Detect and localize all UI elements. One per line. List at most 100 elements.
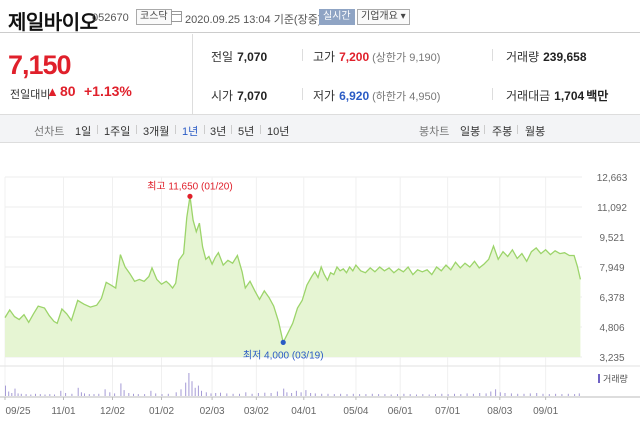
- volume-bar: [251, 393, 253, 396]
- x-tick-label: 08/03: [487, 406, 512, 417]
- range-1d[interactable]: 1일: [75, 126, 92, 138]
- candle-daily[interactable]: 일봉: [460, 126, 481, 138]
- volume-bar: [416, 394, 417, 396]
- volume-bar: [435, 394, 436, 396]
- change-value: 80: [60, 83, 76, 99]
- volume-bar: [150, 390, 152, 396]
- volume-bar: [283, 388, 285, 396]
- volume-bar: [185, 382, 187, 396]
- candle-monthly[interactable]: 월봉: [525, 126, 546, 138]
- candle-chart-label: 봉차트: [419, 126, 450, 138]
- extreme-markers: 최고 11,650 (01/20) 최저 4,000 (03/19): [147, 180, 323, 361]
- range-5y[interactable]: 5년: [238, 126, 255, 138]
- volume-bar: [397, 394, 398, 396]
- volume-bar: [321, 393, 323, 396]
- min-annotation: 최저 4,000 (03/19): [243, 349, 324, 361]
- x-tick-label: 12/02: [100, 406, 125, 417]
- volume-bar: [371, 393, 373, 396]
- stat-label: 저가: [313, 89, 336, 103]
- volume-bar: [567, 393, 569, 396]
- stat-prev-close: 전일 7,070: [211, 48, 267, 65]
- y-tick-label: 7,949: [599, 263, 624, 274]
- lower-limit: (하한가 4,950): [372, 91, 441, 103]
- max-point-marker: [187, 193, 193, 199]
- volume-bar: [485, 393, 487, 396]
- company-overview-dropdown[interactable]: 기업개요 ▾: [357, 9, 410, 25]
- divider: [260, 125, 261, 134]
- up-arrow-icon: ▲: [46, 84, 59, 99]
- volume-bar: [340, 393, 342, 396]
- max-annotation: 최고 11,650 (01/20): [147, 180, 233, 192]
- volume-bar: [104, 389, 106, 396]
- volume-bar: [30, 394, 32, 396]
- volume-bar: [137, 394, 139, 396]
- volume-bar: [346, 394, 348, 396]
- volume-bar: [466, 393, 468, 396]
- price-summary: 7,150 전일대비 ▲ 80 +1.13%: [0, 34, 193, 114]
- volume-bar: [144, 394, 146, 396]
- range-10y[interactable]: 10년: [267, 126, 290, 138]
- volume-bar: [359, 394, 361, 396]
- y-tick-label: 3,235: [599, 353, 624, 364]
- y-tick-label: 9,521: [599, 233, 624, 244]
- volume-bar: [352, 393, 354, 396]
- volume-bar: [11, 393, 13, 396]
- volume-bar: [327, 393, 329, 396]
- volume-bar: [295, 390, 297, 396]
- volume-bars: [5, 373, 580, 396]
- range-1w[interactable]: 1주일: [104, 126, 131, 138]
- stat-label: 거래량: [506, 50, 540, 64]
- volume-bar: [167, 393, 169, 396]
- stat-value: 7,070: [237, 50, 268, 64]
- volume-bar: [479, 393, 481, 396]
- x-tick-label: 06/01: [388, 406, 413, 417]
- volume-bar: [161, 394, 163, 396]
- range-1y[interactable]: 1년: [182, 126, 199, 138]
- volume-bar: [390, 394, 392, 396]
- volume-bar: [98, 393, 100, 396]
- upper-limit: (상한가 9,190): [372, 52, 441, 64]
- volume-bar: [548, 394, 550, 396]
- volume-bar: [504, 393, 506, 396]
- volume-bar: [5, 385, 6, 396]
- volume-bar: [542, 393, 544, 396]
- candle-weekly[interactable]: 주봉: [492, 126, 513, 138]
- range-3y[interactable]: 3년: [210, 126, 227, 138]
- range-3m[interactable]: 3개월: [143, 126, 170, 138]
- volume-bar: [523, 393, 525, 396]
- divider: [97, 125, 98, 134]
- x-tick-label: 07/01: [435, 406, 460, 417]
- stat-open: 시가 7,070: [211, 87, 267, 104]
- realtime-button[interactable]: 실시간: [319, 9, 355, 25]
- volume-bar: [384, 394, 386, 396]
- volume-bar: [574, 394, 576, 396]
- volume-bar: [333, 394, 335, 396]
- stat-value: 1,704: [554, 89, 585, 103]
- volume-bar: [194, 387, 196, 396]
- x-tick-label: 05/04: [343, 406, 368, 417]
- volume-bar: [561, 394, 563, 396]
- volume-bar: [201, 390, 202, 396]
- volume-bar: [65, 393, 67, 396]
- volume-bar: [109, 392, 111, 396]
- volume-bar: [495, 389, 497, 396]
- x-tick-label: 04/01: [291, 406, 316, 417]
- stat-value: 6,920: [339, 89, 370, 103]
- volume-bar: [155, 393, 157, 396]
- stock-name: 제일바이오: [8, 12, 98, 34]
- volume-bar: [529, 393, 531, 396]
- volume-bar: [555, 393, 557, 396]
- y-tick-label: 6,378: [599, 293, 624, 304]
- divider: [175, 125, 176, 134]
- volume-bar: [20, 393, 22, 396]
- price-chart[interactable]: 12,663 11,092 9,521 7,949 6,378 4,806 3,235 최고…: [0, 160, 640, 441]
- change-percent: +1.13%: [84, 83, 132, 99]
- volume-bar: [490, 391, 492, 396]
- market-badge: 코스닥: [136, 9, 172, 25]
- volume-bar: [44, 394, 46, 396]
- stat-low: 저가 6,920 (하한가 4,950): [313, 87, 440, 104]
- volume-bar: [499, 392, 501, 396]
- divider: [492, 49, 493, 61]
- divider: [136, 125, 137, 134]
- volume-bar: [123, 390, 125, 396]
